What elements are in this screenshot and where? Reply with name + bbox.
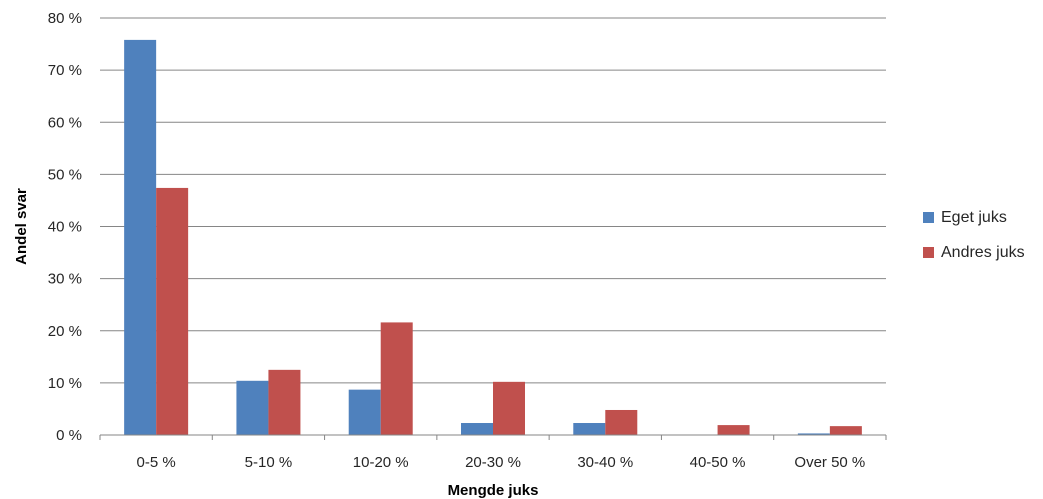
axes <box>99 434 887 440</box>
legend-swatch <box>923 247 934 258</box>
y-tick-label: 0 % <box>56 427 82 444</box>
bar-eget-juks-1 <box>236 380 269 435</box>
bar-andres-juks-1 <box>268 369 301 435</box>
y-tick-label: 80 % <box>48 10 82 27</box>
x-tick-label: 30-40 % <box>577 454 633 471</box>
legend-swatch <box>923 212 934 223</box>
gridlines <box>100 17 886 384</box>
bars <box>124 39 862 436</box>
y-axis-title: Andel svar <box>13 188 30 265</box>
bar-andres-juks-3 <box>493 381 525 435</box>
y-tick-label: 60 % <box>48 114 82 131</box>
x-tick-label: Over 50 % <box>794 454 865 471</box>
y-tick-label: 70 % <box>48 62 82 79</box>
y-tick-label: 10 % <box>48 375 82 392</box>
bar-eget-juks-6 <box>797 433 830 435</box>
bar-eget-juks-3 <box>461 423 493 435</box>
y-tick-labels: 0 % 10 % 20 % 30 % 40 % 50 % 60 % 70 % 80 % <box>48 10 82 444</box>
bar-andres-juks-2 <box>380 322 413 435</box>
bar-andres-juks-4 <box>605 409 638 435</box>
bar-eget-juks-4 <box>573 423 606 435</box>
x-tick-label: 5-10 % <box>245 454 293 471</box>
bar-andres-juks-5 <box>717 425 750 435</box>
y-tick-label: 20 % <box>48 323 82 340</box>
bar-eget-juks-2 <box>348 389 381 435</box>
legend: Eget juks Andres juks <box>923 209 1025 261</box>
x-tick-labels: 0-5 % 5-10 % 10-20 % 20-30 % 30-40 % 40-50 % O… <box>137 454 866 471</box>
legend-label: Eget juks <box>941 209 1007 226</box>
x-tick-label: 0-5 % <box>137 454 176 471</box>
y-tick-label: 30 % <box>48 271 82 288</box>
x-tick-label: 10-20 % <box>353 454 409 471</box>
bar-andres-juks-6 <box>829 426 862 435</box>
legend-label: Andres juks <box>941 244 1025 261</box>
x-tick-label: 40-50 % <box>690 454 746 471</box>
bar-eget-juks-0 <box>124 39 157 436</box>
bar-andres-juks-0 <box>156 187 189 435</box>
x-tick-label: 20-30 % <box>465 454 521 471</box>
y-tick-label: 40 % <box>48 219 82 236</box>
y-tick-label: 50 % <box>48 166 82 183</box>
x-axis-title: Mengde juks <box>448 482 539 499</box>
